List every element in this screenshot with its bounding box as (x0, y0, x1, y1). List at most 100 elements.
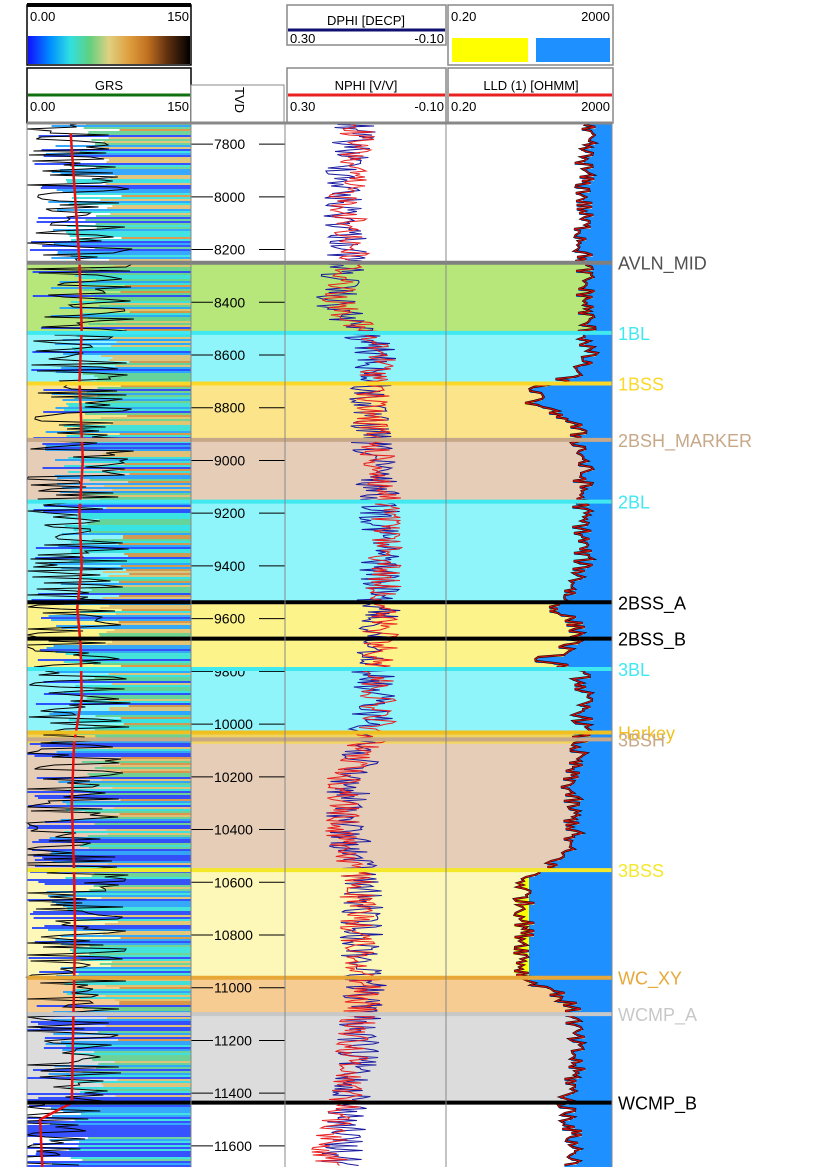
lld-blue-fill (570, 843, 612, 845)
lld-blue-fill (566, 1095, 612, 1097)
grs-color-band (58, 781, 191, 783)
grs-color-band (119, 595, 191, 597)
grs-color-band (78, 973, 191, 975)
dphi-scale-right: -0.10 (414, 31, 444, 46)
grs-color-band (81, 761, 191, 763)
grs-color-band (88, 317, 191, 319)
grs-color-band (44, 821, 191, 823)
lld-blue-fill (580, 1009, 612, 1011)
grs-color-band (33, 855, 192, 857)
grs-color-band (49, 1139, 191, 1141)
grs-color-band (28, 825, 192, 827)
grs-color-band (51, 851, 192, 853)
grs-color-band (71, 347, 191, 349)
grs-color-band (67, 1087, 191, 1089)
lld-yellow-fill (519, 911, 529, 913)
grs-color-band (82, 289, 191, 291)
grs-color-band (68, 1149, 191, 1151)
lld-blue-fill (565, 1083, 612, 1085)
lld-blue-fill (582, 1029, 612, 1031)
track-borders (26, 121, 613, 1167)
lld-blue-fill (574, 367, 612, 369)
grs-color-band (79, 429, 191, 431)
grs-color-band (79, 427, 191, 429)
lld-blue-fill (581, 325, 612, 327)
lld-blue-fill (589, 321, 612, 323)
grs-color-band (51, 1115, 192, 1117)
lld-blue-fill (577, 241, 612, 243)
grs-color-band (56, 751, 192, 753)
lld-blue-fill (573, 837, 612, 839)
grs-color-band (53, 645, 191, 647)
lld-yellow-fill (514, 899, 529, 901)
lld-blue-fill (573, 561, 612, 563)
lld-blue-fill (585, 703, 612, 705)
grs-color-band (27, 1133, 191, 1135)
lld-blue-fill (553, 991, 612, 993)
formation-top-label: AVLN_MID (618, 254, 707, 275)
grs-color-band (90, 695, 191, 697)
lld-blue-fill (535, 659, 612, 661)
lld-blue-fill (576, 201, 612, 203)
lld-blue-fill (530, 391, 612, 393)
lld-blue-fill (582, 365, 612, 367)
tvd-tick-label: 8600 (214, 347, 245, 363)
lld-blue-fill (557, 609, 612, 611)
grs-color-band (38, 881, 191, 883)
lld-blue-fill (589, 139, 612, 141)
grs-color-band (40, 187, 191, 189)
lld-blue-fill (558, 605, 612, 607)
lld-blue-fill (576, 369, 612, 371)
grs-color-band (82, 1007, 191, 1009)
lld-blue-fill (582, 459, 612, 461)
grs-color-band (32, 351, 191, 353)
lld-blue-fill (578, 803, 612, 805)
grs-color-band (119, 987, 191, 989)
lld-blue-fill (549, 995, 612, 997)
lld-yellow-fill (515, 947, 529, 949)
lld-blue-fill (575, 187, 612, 189)
lld-blue-fill (564, 597, 612, 599)
lld-blue-fill (577, 1031, 612, 1033)
grs-color-band (65, 809, 191, 811)
grs-color-band (62, 339, 191, 341)
grs-color-band (73, 947, 191, 949)
grs-color-band (106, 161, 191, 163)
grs-color-band (55, 651, 192, 653)
grs-color-band (62, 801, 192, 803)
grs-color-band (91, 539, 191, 541)
grs-color-band (103, 453, 191, 455)
grs-color-band (86, 697, 191, 699)
lld-yellow-fill (527, 897, 529, 899)
grs-color-band (87, 835, 191, 837)
lld-blue-fill (591, 701, 612, 703)
grs-color-band (85, 413, 191, 415)
grs-color-band (105, 887, 191, 889)
grs-color-band (96, 579, 191, 581)
grs-color-band (109, 709, 191, 711)
lld-blue-fill (585, 1069, 612, 1071)
grs-color-band (96, 215, 191, 217)
lld-blue-fill (575, 1153, 612, 1155)
grs-color-band (115, 1095, 191, 1097)
lld-blue-fill (579, 233, 612, 235)
lld-blue-fill (576, 271, 612, 273)
lld-blue-fill (565, 851, 612, 853)
formation-top-label: Harkey (618, 724, 675, 744)
lld-blue-fill (529, 919, 612, 921)
lld-blue-fill (576, 209, 612, 211)
grs-color-band (105, 769, 191, 771)
grs-color-band (72, 981, 191, 983)
grs-color-band (73, 527, 191, 529)
lld-blue-fill (570, 775, 612, 777)
lld-blue-fill (529, 917, 612, 919)
grs-color-band (73, 559, 191, 561)
grs-color-band (70, 301, 191, 303)
lld-blue-fill (581, 535, 612, 537)
lld-blue-fill (581, 473, 612, 475)
grs-color-band (66, 403, 191, 405)
lld-blue-fill (576, 1081, 612, 1083)
lld-blue-fill (570, 1155, 612, 1157)
lld-blue-fill (529, 959, 612, 961)
grs-color-band (105, 985, 191, 987)
